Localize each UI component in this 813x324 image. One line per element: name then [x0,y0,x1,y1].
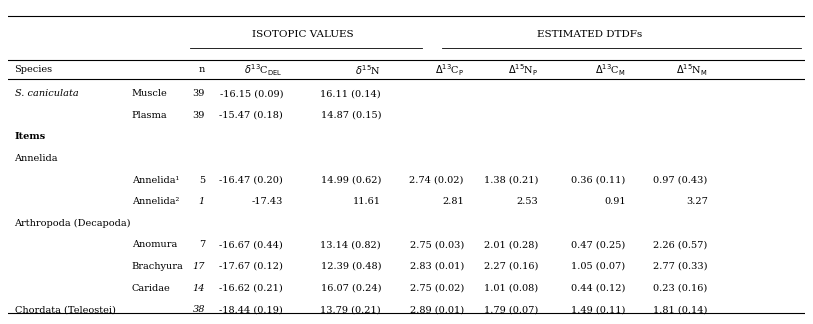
Text: n: n [198,65,205,75]
Text: 39: 39 [193,89,205,98]
Text: 1: 1 [198,197,205,206]
Text: Species: Species [15,65,53,75]
Text: 14.87 (0.15): 14.87 (0.15) [320,111,381,120]
Text: 0.23 (0.16): 0.23 (0.16) [654,284,707,293]
Text: Annelida²: Annelida² [132,197,179,206]
Text: -16.15 (0.09): -16.15 (0.09) [220,89,283,98]
Text: -18.44 (0.19): -18.44 (0.19) [220,305,283,314]
Text: -16.47 (0.20): -16.47 (0.20) [220,176,283,185]
Text: 1.38 (0.21): 1.38 (0.21) [484,176,538,185]
Text: 2.89 (0.01): 2.89 (0.01) [410,305,464,314]
Text: 1.79 (0.07): 1.79 (0.07) [484,305,538,314]
Text: 14: 14 [193,284,205,293]
Text: 2.77 (0.33): 2.77 (0.33) [653,262,707,271]
Text: -16.67 (0.44): -16.67 (0.44) [220,240,283,249]
Text: -16.62 (0.21): -16.62 (0.21) [220,284,283,293]
Text: Annelida: Annelida [15,154,58,163]
Text: $\Delta^{15}$N$_{\mathrm{P}}$: $\Delta^{15}$N$_{\mathrm{P}}$ [508,62,538,78]
Text: 5: 5 [199,176,205,185]
Text: Arthropoda (Decapoda): Arthropoda (Decapoda) [15,219,131,228]
Text: -17.67 (0.12): -17.67 (0.12) [220,262,283,271]
Text: 14.99 (0.62): 14.99 (0.62) [320,176,381,185]
Text: $\delta^{13}$C$_{\mathrm{DEL}}$: $\delta^{13}$C$_{\mathrm{DEL}}$ [245,62,283,78]
Text: 38: 38 [193,305,205,314]
Text: 2.53: 2.53 [516,197,538,206]
Text: 12.39 (0.48): 12.39 (0.48) [320,262,381,271]
Text: 1.81 (0.14): 1.81 (0.14) [654,305,707,314]
Text: Items: Items [15,133,46,141]
Text: 1.01 (0.08): 1.01 (0.08) [484,284,538,293]
Text: 0.36 (0.11): 0.36 (0.11) [572,176,626,185]
Text: S. caniculata: S. caniculata [15,89,78,98]
Text: 3.27: 3.27 [686,197,707,206]
Text: 2.27 (0.16): 2.27 (0.16) [484,262,538,271]
Text: $\Delta^{13}$C$_{\mathrm{P}}$: $\Delta^{13}$C$_{\mathrm{P}}$ [435,62,464,78]
Text: Plasma: Plasma [132,111,167,120]
Text: 1.05 (0.07): 1.05 (0.07) [572,262,626,271]
Text: 2.74 (0.02): 2.74 (0.02) [410,176,464,185]
Text: 0.44 (0.12): 0.44 (0.12) [572,284,626,293]
Text: -17.43: -17.43 [252,197,283,206]
Text: 39: 39 [193,111,205,120]
Text: 0.47 (0.25): 0.47 (0.25) [572,240,626,249]
Text: 1.49 (0.11): 1.49 (0.11) [572,305,626,314]
Text: Chordata (Teleostei): Chordata (Teleostei) [15,305,115,314]
Text: 11.61: 11.61 [353,197,381,206]
Text: Muscle: Muscle [132,89,167,98]
Text: 13.79 (0.21): 13.79 (0.21) [320,305,381,314]
Text: $\Delta^{15}$N$_{\mathrm{M}}$: $\Delta^{15}$N$_{\mathrm{M}}$ [676,62,707,78]
Text: 2.75 (0.02): 2.75 (0.02) [410,284,464,293]
Text: $\Delta^{13}$C$_{\mathrm{M}}$: $\Delta^{13}$C$_{\mathrm{M}}$ [595,62,626,78]
Text: Annelida¹: Annelida¹ [132,176,179,185]
Text: $\delta^{15}$N: $\delta^{15}$N [355,63,381,77]
Text: ISOTOPIC VALUES: ISOTOPIC VALUES [252,30,354,40]
Text: -15.47 (0.18): -15.47 (0.18) [220,111,283,120]
Text: Anomura: Anomura [132,240,177,249]
Text: Brachyura: Brachyura [132,262,184,271]
Text: ESTIMATED DTDFs: ESTIMATED DTDFs [537,30,642,40]
Text: 13.14 (0.82): 13.14 (0.82) [320,240,381,249]
Text: Caridae: Caridae [132,284,171,293]
Text: 0.97 (0.43): 0.97 (0.43) [654,176,707,185]
Text: 17: 17 [193,262,205,271]
Text: 16.07 (0.24): 16.07 (0.24) [320,284,381,293]
Text: 2.26 (0.57): 2.26 (0.57) [654,240,707,249]
Text: 2.01 (0.28): 2.01 (0.28) [484,240,538,249]
Text: 2.81: 2.81 [442,197,464,206]
Text: 2.83 (0.01): 2.83 (0.01) [410,262,464,271]
Text: 2.75 (0.03): 2.75 (0.03) [410,240,464,249]
Text: 0.91: 0.91 [604,197,626,206]
Text: 16.11 (0.14): 16.11 (0.14) [320,89,381,98]
Text: 7: 7 [198,240,205,249]
